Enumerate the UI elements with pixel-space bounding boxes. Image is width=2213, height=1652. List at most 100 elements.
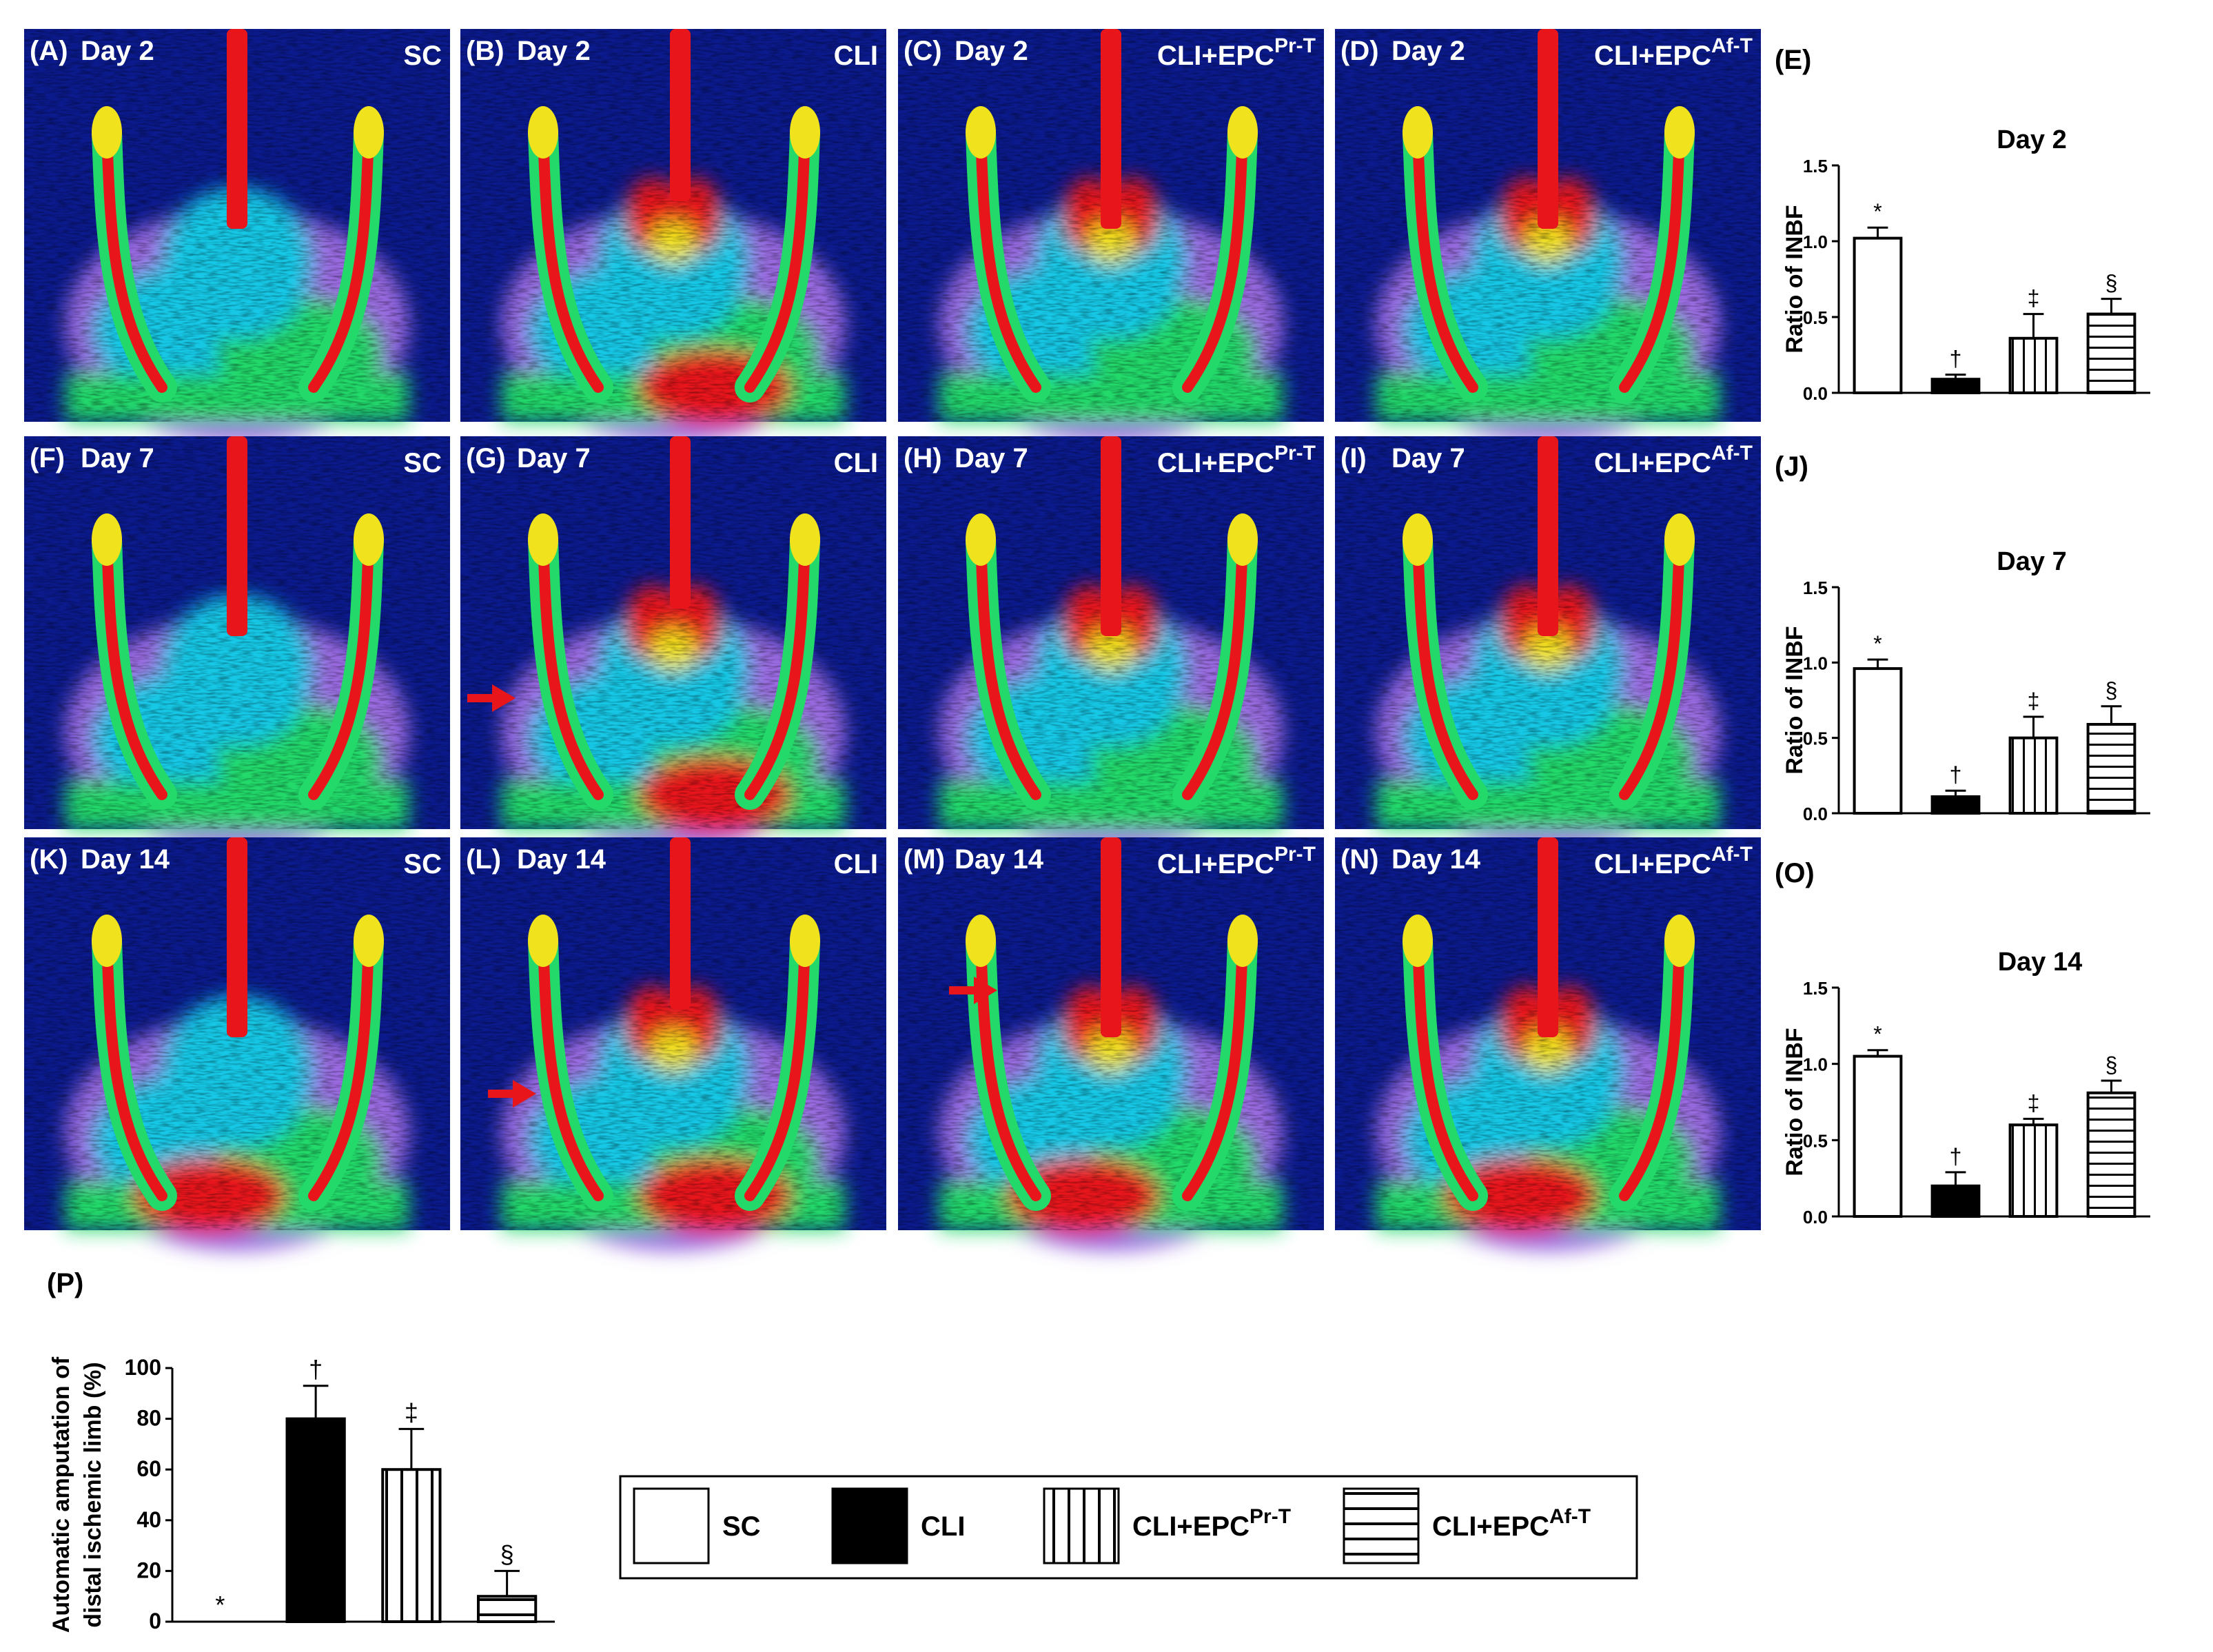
perfusion-panel: (L) Day 14 CLI (460, 837, 886, 1251)
group-superscript: Pr-T (1274, 442, 1316, 465)
significance-marker: † (309, 1355, 323, 1383)
y-tick-label: 0.5 (1803, 1130, 1828, 1151)
significance-marker: § (2105, 271, 2118, 296)
panel-letter: (G) (466, 443, 506, 473)
right-foot (354, 915, 384, 967)
panel-group-label: SC (403, 849, 442, 879)
arrow-shaft (488, 1090, 517, 1098)
left-limb-vessel (101, 534, 167, 800)
right-foot (354, 513, 384, 566)
y-tick-label: 0.5 (1803, 307, 1828, 328)
bar (1930, 378, 1981, 395)
tail (1538, 837, 1558, 1037)
panel-group-label: CLI+EPCPr-T (1157, 843, 1316, 879)
bar-chart: (P) Automatic amputation of distal ischemi… (47, 1268, 555, 1633)
legend-label: CLI+EPCAf-T (1432, 1505, 1591, 1542)
right-limb-vessel (1182, 935, 1248, 1201)
y-axis-label: Automatic amputation of (48, 1356, 74, 1633)
red-arrow-icon (488, 1080, 536, 1108)
perfusion-panel: (I) Day 7 CLI+EPCAf-T (1335, 436, 1761, 850)
tail (1538, 29, 1558, 229)
panel-group-label: SC (403, 41, 442, 71)
right-limb-vessel (744, 935, 810, 1201)
tail (1101, 29, 1121, 229)
left-limb-vessel (538, 534, 604, 800)
group-name: CLI+EPC (1157, 448, 1274, 478)
left-foot (966, 915, 996, 967)
y-tick-label: 0.0 (1803, 804, 1828, 824)
legend-swatch (633, 1487, 710, 1564)
bar-chart: (J) Day 7 Ratio of INBF 0.0 0.5 1.0 1.5 * † ‡ § (1775, 451, 2150, 824)
panel-letter: (B) (466, 36, 504, 66)
perfusion-panel: (H) Day 7 CLI+EPCPr-T (898, 436, 1324, 850)
left-limb-vessel (1412, 935, 1478, 1201)
panel-day-label: Day 14 (81, 844, 170, 875)
bar (1930, 1184, 1981, 1218)
left-foot (92, 513, 122, 566)
left-foot (92, 106, 122, 159)
y-tick-label: 80 (136, 1406, 161, 1431)
tail (227, 29, 247, 229)
panel-letter: (A) (30, 36, 68, 66)
panel-day-label: Day 14 (955, 844, 1044, 875)
bar (2008, 1123, 2059, 1218)
perfusion-panel: (N) Day 14 CLI+EPCAf-T (1335, 837, 1761, 1251)
bar (477, 1595, 538, 1623)
significance-marker: ‡ (405, 1398, 418, 1426)
bar-chart: (E) Day 2 Ratio of INBF 0.0 0.5 1.0 1.5 * † ‡ § (1775, 45, 2150, 404)
arrow-head (974, 977, 997, 1004)
chart-panel-letter: (J) (1775, 451, 1808, 482)
panel-day-label: Day 7 (517, 443, 591, 473)
left-foot (1403, 106, 1433, 159)
arrow-shaft (949, 986, 978, 995)
panel-letter: (H) (904, 443, 942, 473)
bar (381, 1468, 442, 1623)
legend-name: CLI+EPC (1132, 1511, 1250, 1542)
y-tick-label: 1.0 (1803, 653, 1828, 673)
right-foot (790, 106, 820, 159)
left-foot (528, 915, 558, 967)
legend-swatch (831, 1487, 908, 1564)
panel-letter: (N) (1340, 844, 1379, 875)
bar (1853, 1054, 1903, 1218)
group-superscript: Pr-T (1274, 34, 1316, 57)
panel-letter: (L) (466, 844, 501, 875)
y-axis-label: Ratio of INBF (1782, 1028, 1808, 1176)
legend-label: CLI+EPCPr-T (1132, 1505, 1291, 1542)
perfusion-panel: (M) Day 14 CLI+EPCPr-T (898, 837, 1324, 1251)
panel-letter: (D) (1340, 36, 1379, 66)
left-foot (966, 106, 996, 159)
legend-box (619, 1475, 1638, 1580)
legend-name: CLI (921, 1511, 965, 1542)
right-limb-vessel (744, 127, 810, 393)
perfusion-panel: (A) Day 2 SC (24, 29, 450, 442)
perfusion-panel: (B) Day 2 CLI (460, 29, 886, 442)
group-name: CLI+EPC (1594, 41, 1711, 71)
significance-marker: † (1950, 1144, 1962, 1169)
panel-day-label: Day 14 (517, 844, 606, 875)
left-limb-vessel (1412, 127, 1478, 393)
left-foot (1403, 915, 1433, 967)
significance-marker: * (1873, 1022, 1881, 1047)
panel-day-label: Day 7 (1391, 443, 1465, 473)
group-name: CLI (834, 448, 878, 478)
chart-panel-letter: (O) (1775, 858, 1815, 888)
bar (1930, 795, 1981, 815)
left-limb-vessel (101, 935, 167, 1201)
panel-group-label: CLI (834, 849, 878, 879)
chart-title: Day 2 (1997, 125, 2066, 154)
left-limb-vessel (975, 534, 1041, 800)
significance-marker: ‡ (2028, 689, 2040, 713)
panel-letter: (K) (30, 844, 68, 875)
y-tick-label: 100 (125, 1355, 161, 1380)
left-limb-vessel (1412, 534, 1478, 800)
right-limb-vessel (308, 935, 374, 1201)
y-tick-label: 0.0 (1803, 1207, 1828, 1227)
group-name: CLI (834, 849, 878, 879)
panel-group-label: CLI (834, 41, 878, 71)
panel-group-label: CLI+EPCPr-T (1157, 34, 1316, 71)
bar (2086, 1091, 2136, 1218)
significance-marker: * (1873, 199, 1881, 224)
group-superscript: Pr-T (1274, 843, 1316, 866)
